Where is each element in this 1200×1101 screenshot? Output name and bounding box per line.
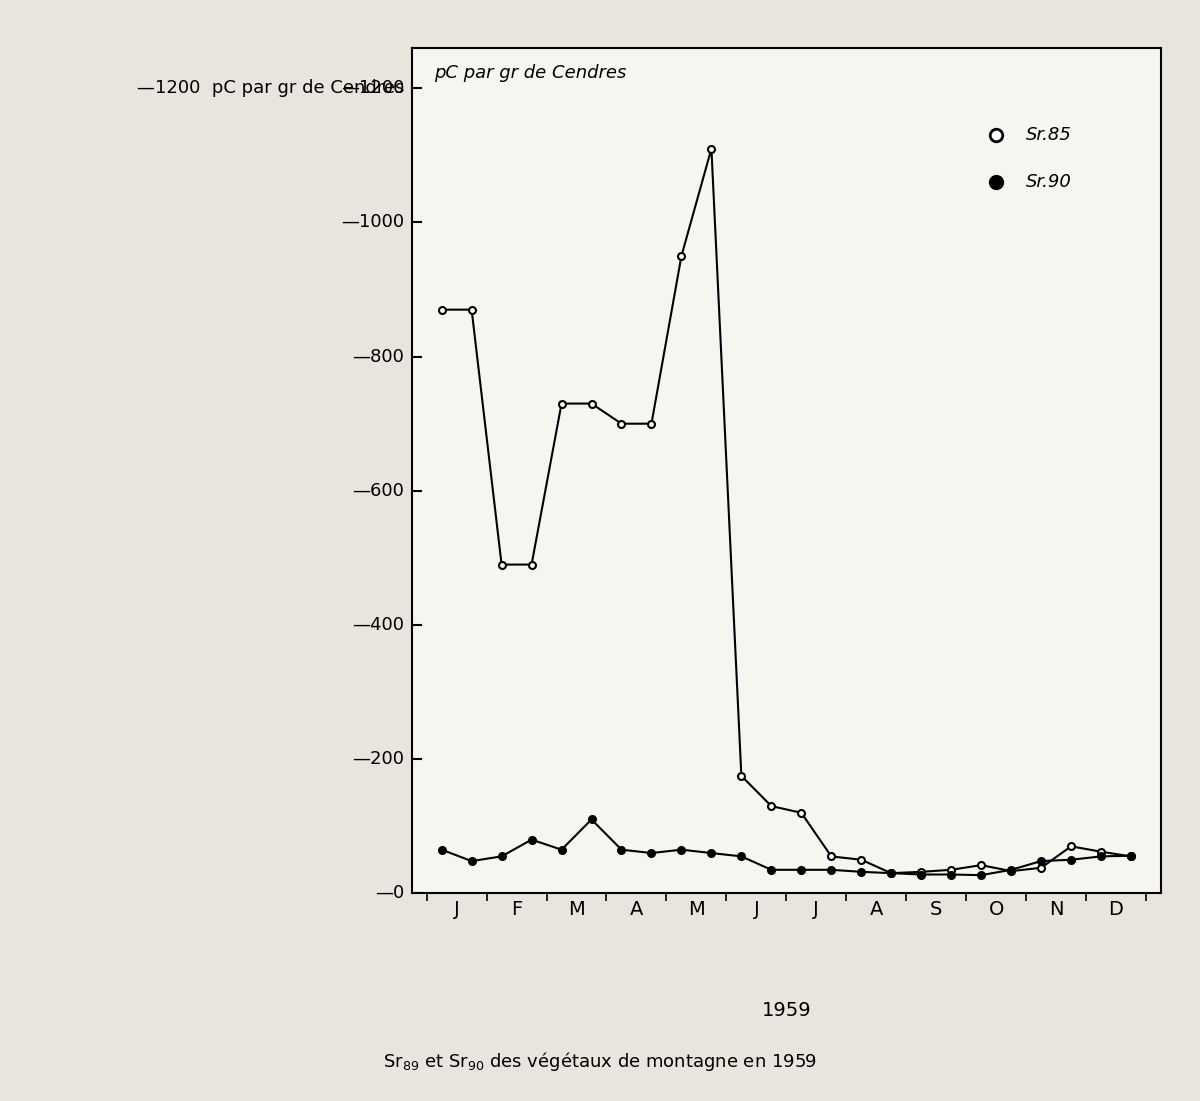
- Text: —800: —800: [353, 348, 404, 366]
- Text: —1200: —1200: [341, 79, 404, 97]
- Text: —1000: —1000: [341, 214, 404, 231]
- Text: 1959: 1959: [762, 1001, 811, 1020]
- Text: Sr$_{89}$ et Sr$_{90}$ des végétaux de montagne en 1959: Sr$_{89}$ et Sr$_{90}$ des végétaux de m…: [383, 1050, 817, 1073]
- Text: —400: —400: [352, 615, 404, 634]
- Text: —600: —600: [353, 482, 404, 500]
- Text: Sr.90: Sr.90: [1026, 173, 1072, 192]
- Text: Sr.85: Sr.85: [1026, 127, 1072, 144]
- Text: —0: —0: [374, 884, 404, 903]
- Text: —1200  pC par gr de Cendres: —1200 pC par gr de Cendres: [137, 79, 404, 97]
- Text: —200: —200: [352, 750, 404, 768]
- Text: pC par gr de Cendres: pC par gr de Cendres: [434, 64, 626, 81]
